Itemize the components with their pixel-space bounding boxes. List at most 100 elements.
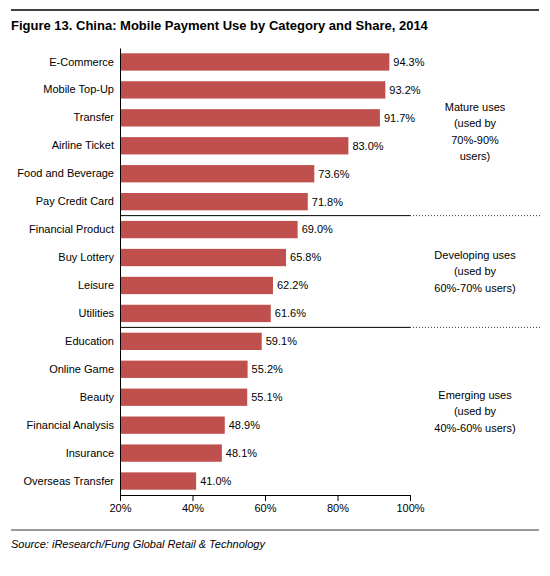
x-tick-mark <box>265 495 266 501</box>
annotation-line: 70%-90% <box>451 134 499 146</box>
group-separator-dotted <box>410 215 540 216</box>
annotation-line: Developing uses <box>434 249 516 261</box>
annotation: Developing uses (used by 60%-70% users) <box>434 249 516 294</box>
x-tick: 40% <box>182 495 204 514</box>
data-label: 83.0% <box>352 140 383 152</box>
y-tick: Beauty <box>80 391 120 403</box>
annotation-line: 40%-60% users) <box>434 422 515 434</box>
annotation: Emerging uses (used by 40%-60% users) <box>434 389 515 434</box>
data-label: 69.0% <box>302 223 333 235</box>
bar <box>120 109 380 126</box>
annotation-line: (used by <box>454 265 497 277</box>
x-tick-label: 60% <box>254 502 276 514</box>
y-tick: Education <box>65 335 120 347</box>
y-tick-label: Food and Beverage <box>17 167 114 179</box>
bar <box>120 221 298 238</box>
y-tick: Food and Beverage <box>17 167 120 179</box>
bar <box>120 53 389 70</box>
annotation-line: Mature uses <box>445 101 506 113</box>
annotation-line: (used by <box>454 117 497 129</box>
data-label: 48.1% <box>226 447 257 459</box>
data-label: 65.8% <box>290 251 321 263</box>
y-tick: Financial Analysis <box>27 419 120 431</box>
y-tick-label: Airline Ticket <box>52 139 114 151</box>
group-separator-dotted <box>410 327 540 328</box>
x-axis-line <box>121 496 411 502</box>
data-label: 73.6% <box>318 168 349 180</box>
bar <box>120 277 273 294</box>
bar <box>120 333 262 350</box>
bar <box>120 361 248 378</box>
x-tick: 80% <box>327 495 349 514</box>
x-tick-label: 100% <box>396 502 424 514</box>
y-tick: Insurance <box>66 447 120 459</box>
data-label: 71.8% <box>312 196 343 208</box>
bar <box>120 444 222 461</box>
bars <box>120 53 389 489</box>
data-label: 59.1% <box>266 335 297 347</box>
y-tick: Overseas Transfer <box>24 475 120 487</box>
data-label: 41.0% <box>200 475 231 487</box>
bar <box>120 249 286 266</box>
x-tick: 20% <box>109 495 131 514</box>
y-tick: Transfer <box>73 111 120 123</box>
x-tick-mark <box>410 495 411 501</box>
x-tick-label: 80% <box>327 502 349 514</box>
annotation-line: Emerging uses <box>438 389 512 401</box>
y-tick: Online Game <box>49 363 120 375</box>
y-tick: Mobile Top-Up <box>43 83 120 95</box>
y-tick-label: E-Commerce <box>49 55 114 67</box>
data-label: 93.2% <box>389 84 420 96</box>
y-tick: E-Commerce <box>49 55 120 67</box>
group-separator <box>120 215 410 216</box>
y-tick-label: Mobile Top-Up <box>43 83 114 95</box>
annotations: Mature uses (used by 70%-90% users) Developi… <box>120 101 540 434</box>
x-tick: 100% <box>396 495 424 514</box>
group-separator <box>120 327 410 328</box>
bar <box>120 389 247 406</box>
annotation-line: 60%-70% users) <box>434 282 515 294</box>
x-tick-mark <box>338 495 339 501</box>
bar <box>120 472 196 489</box>
y-tick: Utilities <box>79 307 120 319</box>
y-tick-label: Utilities <box>79 307 115 319</box>
x-tick-label: 20% <box>109 502 131 514</box>
y-tick-label: Leisure <box>78 279 114 291</box>
y-tick-label: Beauty <box>80 391 115 403</box>
data-label: 91.7% <box>384 112 415 124</box>
y-tick-label: Online Game <box>49 363 114 375</box>
y-tick: Airline Ticket <box>52 139 120 151</box>
data-label: 62.2% <box>277 279 308 291</box>
bottom-rule <box>11 530 539 531</box>
bar <box>120 81 385 98</box>
annotation-line: (used by <box>454 405 497 417</box>
title: Figure 13. China: Mobile Payment Use by … <box>11 18 429 33</box>
data-labels: 94.3%93.2%91.7%83.0%73.6%71.8%69.0%65.8%… <box>200 56 425 487</box>
y-tick-label: Transfer <box>73 111 114 123</box>
x-tick-mark <box>193 495 194 501</box>
data-label: 48.9% <box>229 419 260 431</box>
bar <box>120 305 271 322</box>
y-axis-line <box>120 49 121 496</box>
bar <box>120 193 308 210</box>
bar <box>120 165 314 182</box>
y-tick-label: Financial Product <box>29 223 114 235</box>
bar <box>120 416 225 433</box>
y-tick-label: Overseas Transfer <box>24 475 115 487</box>
source: Source: iResearch/Fung Global Retail & T… <box>11 538 266 550</box>
y-tick: Buy Lottery <box>58 251 120 263</box>
chart: Figure 13. China: Mobile Payment Use by … <box>0 0 550 576</box>
data-label: 55.1% <box>251 391 282 403</box>
top-rule <box>11 9 539 11</box>
bar <box>120 137 348 154</box>
annotation-line: users) <box>460 150 491 162</box>
data-label: 55.2% <box>252 363 283 375</box>
y-tick-label: Pay Credit Card <box>36 195 114 207</box>
y-tick-label: Financial Analysis <box>27 419 115 431</box>
annotation: Mature uses (used by 70%-90% users) <box>445 101 506 163</box>
y-tick-label: Buy Lottery <box>58 251 114 263</box>
y-tick-label: Insurance <box>66 447 114 459</box>
data-label: 61.6% <box>275 307 306 319</box>
y-axis: E-Commerce Mobile Top-Up Transfer Airline T… <box>17 49 120 496</box>
y-tick-label: Education <box>65 335 114 347</box>
